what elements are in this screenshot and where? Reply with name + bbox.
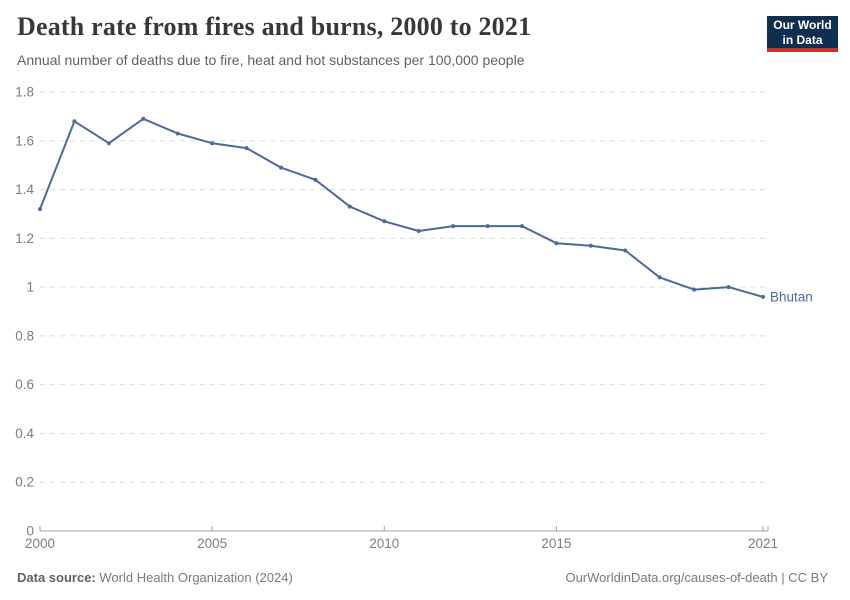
y-axis-tick-label: 1 — [26, 280, 34, 295]
x-axis-tick-label: 2000 — [25, 536, 55, 551]
page-title: Death rate from fires and burns, 2000 to… — [17, 12, 532, 41]
data-point-2011 — [416, 229, 421, 233]
owid-logo-line1: Our World — [773, 18, 832, 32]
data-point-2008 — [313, 177, 318, 182]
data-point-2002 — [106, 141, 111, 146]
y-axis-tick-label: 1.4 — [15, 182, 34, 197]
owid-logo-line2: in Data — [782, 33, 823, 47]
data-point-2000 — [38, 207, 42, 212]
attribution-separator: | — [777, 570, 789, 585]
y-axis-tick-label: 0 — [26, 524, 34, 539]
data-point-2004 — [175, 131, 180, 136]
data-point-2018 — [657, 275, 662, 280]
data-point-2007 — [279, 165, 283, 170]
y-axis-tick-label: 0.8 — [15, 328, 34, 343]
data-point-2014 — [520, 224, 524, 229]
data-point-2010 — [382, 219, 387, 224]
y-axis-tick-label: 0.6 — [15, 377, 34, 392]
chart-footer: Data source: World Health Organization (… — [17, 570, 828, 585]
data-point-2012 — [451, 224, 456, 229]
data-point-2019 — [692, 287, 697, 292]
data-point-2013 — [485, 224, 490, 229]
x-axis-tick-label: 2021 — [748, 536, 778, 551]
page-subtitle: Annual number of deaths due to fire, hea… — [17, 52, 525, 68]
data-point-2003 — [141, 116, 146, 121]
series-end-label: Bhutan — [770, 289, 813, 304]
data-source-value: World Health Organization (2024) — [99, 570, 293, 585]
y-axis-tick-label: 0.2 — [15, 475, 34, 490]
line-chart-svg: 0 0.2 0.4 0.6 0.8 1 1.2 1.4 1.6 1.8 2000 2005 2010 20… — [15, 85, 813, 552]
data-point-2021 — [761, 294, 765, 299]
y-axis-tick-label: 1.2 — [15, 231, 34, 246]
series-line-bhutan — [39, 117, 764, 298]
license-label[interactable]: CC BY — [788, 570, 828, 585]
data-point-2015 — [554, 241, 559, 246]
line-chart-canvas: 0 0.2 0.4 0.6 0.8 1 1.2 1.4 1.6 1.8 2000 2005 2010 20… — [0, 80, 850, 555]
owid-logo[interactable]: Our World in Data — [767, 16, 838, 52]
x-axis-tick-label: 2005 — [197, 536, 227, 551]
data-point-2016 — [588, 243, 593, 248]
x-axis-tick-label: 2015 — [541, 536, 571, 551]
data-point-2017 — [623, 248, 628, 253]
y-axis-tick-label: 0.4 — [15, 426, 34, 441]
attribution: OurWorldinData.org/causes-of-death | CC … — [565, 570, 828, 585]
data-source: Data source: World Health Organization (… — [17, 570, 293, 585]
data-source-label: Data source: — [17, 570, 96, 585]
y-axis-tick-label: 1.6 — [15, 133, 34, 148]
data-point-2006 — [244, 146, 249, 151]
y-axis-tick-label: 1.8 — [15, 85, 34, 100]
x-axis-tick-label: 2010 — [369, 536, 399, 551]
data-point-2001 — [72, 119, 77, 124]
data-point-2020 — [726, 285, 731, 290]
data-point-2005 — [210, 141, 215, 146]
data-point-2009 — [347, 204, 352, 209]
owid-url-link[interactable]: OurWorldinData.org/causes-of-death — [565, 570, 778, 585]
